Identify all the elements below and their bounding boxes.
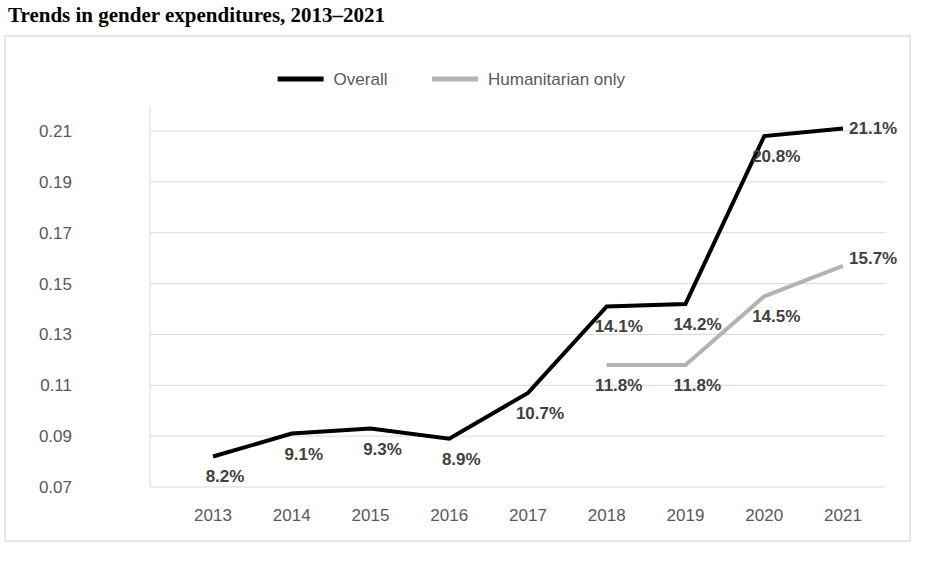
grid-line <box>150 487 885 488</box>
y-tick-label: 0.11 <box>40 376 72 395</box>
data-label: 14.1% <box>595 317 643 336</box>
series-line <box>213 128 843 456</box>
y-tick-label: 0.21 <box>39 122 72 141</box>
x-tick-label: 2017 <box>509 506 547 525</box>
data-label: 20.8% <box>752 147 800 166</box>
data-label: 14.2% <box>673 315 721 334</box>
chart: Trends in gender expenditures, 2013–2021… <box>0 0 936 563</box>
grid-line <box>150 436 885 437</box>
legend-label: Overall <box>334 70 388 89</box>
data-label: 11.8% <box>674 376 721 395</box>
y-axis-line <box>150 106 151 487</box>
grid-line <box>150 131 885 132</box>
grid-line <box>150 181 885 182</box>
x-tick-label: 2016 <box>430 506 468 525</box>
x-tick-label: 2020 <box>745 506 783 525</box>
data-label: 14.5% <box>752 307 800 326</box>
chart-frame <box>5 36 910 541</box>
data-label: 9.1% <box>284 445 323 464</box>
grid-line <box>150 283 885 284</box>
y-tick-label: 0.19 <box>39 173 72 192</box>
data-label: 11.8% <box>595 376 642 395</box>
data-label: 8.2% <box>206 467 245 486</box>
plot-area <box>213 128 843 456</box>
x-tick-label: 2019 <box>667 506 705 525</box>
series-line <box>607 266 843 365</box>
y-tick-label: 0.13 <box>39 325 72 344</box>
y-tick-label: 0.15 <box>39 275 72 294</box>
title: Trends in gender expenditures, 2013–2021 <box>8 3 385 27</box>
data-label: 15.7% <box>849 249 897 268</box>
y-tick-label: 0.07 <box>39 478 72 497</box>
x-tick-label: 2018 <box>588 506 626 525</box>
x-tick-label: 2015 <box>352 506 390 525</box>
y-tick-label: 0.09 <box>39 427 72 446</box>
grid-line <box>150 385 885 386</box>
y-tick-label: 0.17 <box>39 224 72 243</box>
x-tick-label: 2013 <box>194 506 232 525</box>
data-label: 8.9% <box>442 450 481 469</box>
data-label: 10.7% <box>516 404 564 423</box>
legend-label: Humanitarian only <box>488 70 626 89</box>
data-label: 9.3% <box>363 440 402 459</box>
x-tick-label: 2021 <box>824 506 862 525</box>
data-label: 21.1% <box>849 119 897 138</box>
grid-line <box>150 334 885 335</box>
grid-line <box>150 232 885 233</box>
legend-swatch <box>278 77 324 82</box>
x-tick-label: 2014 <box>273 506 311 525</box>
legend-swatch <box>432 77 478 82</box>
